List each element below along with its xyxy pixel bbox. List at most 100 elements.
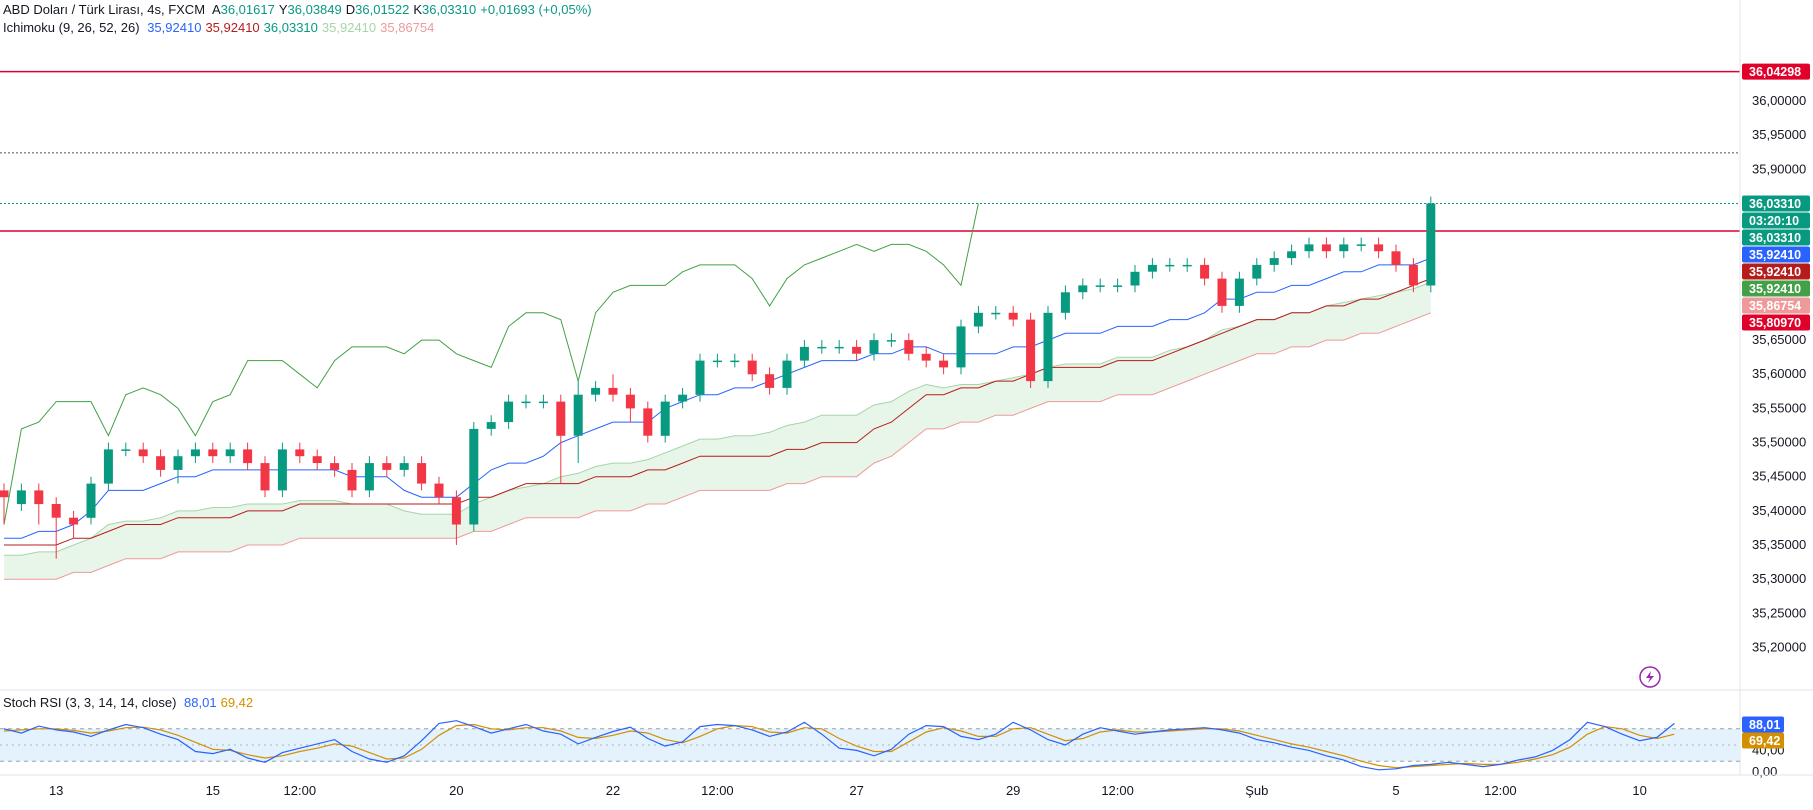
price-axis-labels: 36,04298 36,03310 03:20:10 36,03310 35,92410… [1742,63,1810,331]
candle-body [1026,319,1036,382]
stoch-value-label [1742,732,1784,749]
time-tick-label: 29 [1006,783,1020,798]
stoch-tick-label: 0,00 [1752,764,1777,779]
candle-body [852,346,862,354]
ichimoku-cloud [4,282,1431,580]
ohlc-key: K [413,2,423,17]
stoch-rsi-k-line [3,720,1675,771]
price-label-text: 35,80970 [1749,316,1801,330]
ichimoku-chikou-span [3,203,979,525]
candle-body [138,449,148,457]
candle-body [225,449,235,457]
candle-body [1426,203,1436,286]
time-tick-label: 15 [206,783,220,798]
candle-body [1130,271,1140,286]
ohlc-value: 36,01617 [220,2,275,17]
stoch-value-label-text: 88,01 [1749,718,1780,732]
candle-body [1339,244,1349,252]
candle-body [782,360,792,388]
time-tick-label: 10 [1632,783,1646,798]
candle-body [538,401,548,404]
candle-body [904,340,914,354]
price-label-text: 03:20:10 [1749,214,1799,228]
candle-body [243,449,253,464]
price-label-text: 35,92410 [1749,248,1801,262]
candle-body [469,428,479,525]
ichimoku-value: 35,92410 [205,20,260,35]
price-label [1742,212,1810,229]
candle-body [869,340,879,354]
candle-body [678,394,688,402]
candle-body [1304,244,1314,252]
price-tick-label: 35,20000 [1752,640,1806,655]
candle-body [156,456,166,470]
candle-body [1008,312,1018,320]
price-label [1742,195,1810,212]
time-tick-label: 22 [606,783,620,798]
time-tick-label: 12:00 [284,783,317,798]
symbol-title[interactable]: ABD Doları / Türk Lirası, 4s, FXCM [3,2,206,17]
price-axis[interactable]: 36,0000035,9500035,9000035,8500035,80000… [1739,0,1810,775]
ohlc-key: Y [278,2,288,17]
stoch-value-label [1742,716,1784,733]
time-tick-label: 13 [49,783,63,798]
time-tick-label: 12:00 [1101,783,1134,798]
price-tick-label: 35,35000 [1752,537,1806,552]
candle-body [747,360,757,375]
ichimoku-span-b [4,312,1431,580]
candle-body [556,401,566,436]
price-label-text: 35,86754 [1749,299,1801,313]
candle-body [1147,264,1157,272]
candle-body [277,449,287,491]
stoch-rsi-legend[interactable]: Stoch RSI (3, 3, 14, 14, close) 88,01 69,… [3,695,261,710]
ohlc-value: 36,03310 [422,2,477,17]
price-label [1742,314,1810,331]
ichimoku-tenkan-line [4,257,1431,539]
time-axis[interactable]: 13 15 12:00 20 22 12:00 27 29 12:00 Şub 5 12:00 10 [0,774,1813,798]
stoch-rsi-value: 88,01 [184,695,217,710]
main-chart-area[interactable] [0,70,1740,580]
time-tick-label: 5 [1392,783,1399,798]
candle-body [712,360,722,363]
candle-body [834,346,844,349]
candle-body [364,463,374,491]
candle-body [991,312,1001,315]
candle-body [765,374,775,388]
ichimoku-title[interactable]: Ichimoku (9, 26, 52, 26) [3,20,140,35]
candle-body [1408,264,1418,286]
candle-body [1165,264,1175,267]
price-tick-label: 35,30000 [1752,571,1806,586]
stoch-rsi-pane[interactable]: 40,000,00 88,0169,42 [0,716,1785,780]
ohlc-value: +0,01693 (+0,05%) [480,2,592,17]
candle-body [434,483,444,498]
stoch-rsi-title[interactable]: Stoch RSI (3, 3, 14, 14, close) [3,695,177,710]
candle-body [16,490,26,505]
candle-body [1060,292,1070,313]
candle-body [1043,312,1053,382]
candle-body [295,449,305,457]
candle-body [173,456,183,470]
ichimoku-legend[interactable]: Ichimoku (9, 26, 52, 26) 35,92410 35,9241… [3,20,442,35]
ohlc-values: A36,01617 Y36,03849 D36,01522 K36,03310 +0,0… [212,2,596,17]
price-label [1742,297,1810,314]
candle-body [34,490,44,505]
price-label [1742,63,1810,80]
candle-body [921,353,931,361]
price-tick-label: 35,45000 [1752,469,1806,484]
candle-body [312,456,322,463]
ichimoku-value: 35,92410 [147,20,202,35]
candle-body [69,517,79,525]
candle-body [382,463,392,470]
candle-body [1234,278,1244,306]
candle-body [886,340,896,342]
lightning-icon[interactable] [1639,666,1661,688]
candle-body [0,490,9,498]
candle-body [660,401,670,436]
candle-body [521,401,531,404]
stoch-rsi-value-labels: 88,01 69,42 [1742,716,1784,749]
symbol-legend[interactable]: ABD Doları / Türk Lirası, 4s, FXCM A36,0… [3,2,600,17]
candle-body [591,387,601,395]
candle-body [451,497,461,525]
stoch-rsi-d-line [3,723,1675,769]
